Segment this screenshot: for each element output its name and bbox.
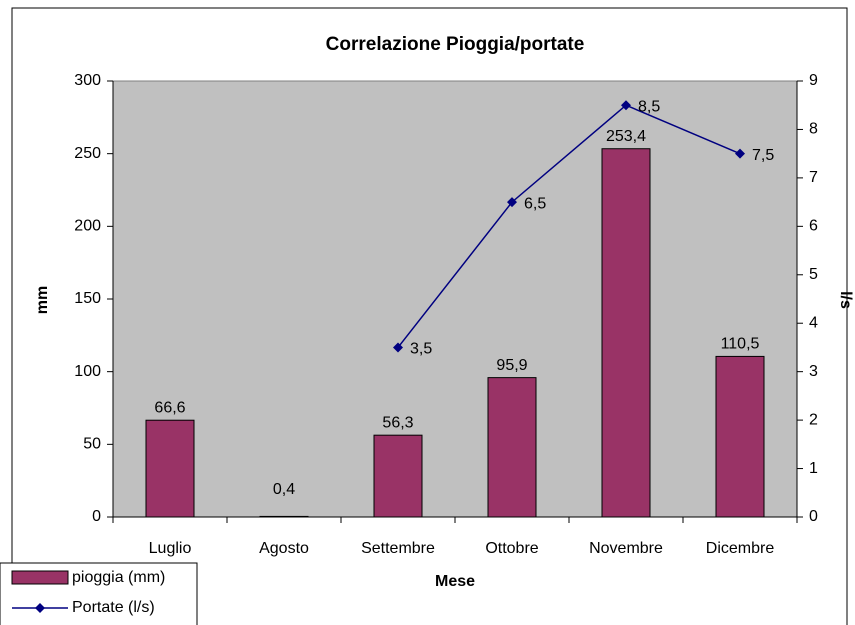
y2-axis-label: l/s xyxy=(837,291,854,309)
x-tick-label: Novembre xyxy=(589,540,663,557)
y-axis-label: mm xyxy=(34,286,51,314)
x-axis-label: Mese xyxy=(435,573,475,590)
y2-tick-label: 0 xyxy=(809,508,818,525)
bar xyxy=(373,434,423,518)
plot-area xyxy=(112,80,798,518)
y-tick-label: 0 xyxy=(92,508,101,525)
legend-label: pioggia (mm) xyxy=(72,569,165,586)
data-label: 0,4 xyxy=(273,481,295,498)
bar xyxy=(601,148,651,518)
data-label: 66,6 xyxy=(154,399,185,416)
bar xyxy=(715,355,765,518)
x-tick-label: Agosto xyxy=(259,540,309,557)
data-label: 7,5 xyxy=(752,147,774,164)
y2-tick-label: 9 xyxy=(809,72,818,89)
y2-tick-label: 6 xyxy=(809,218,818,235)
legend-swatch xyxy=(11,570,69,585)
x-tick-label: Settembre xyxy=(361,540,435,557)
line-marker xyxy=(621,100,631,111)
chart-title: Correlazione Pioggia/portate xyxy=(326,34,585,55)
y2-tick-label: 4 xyxy=(809,314,818,331)
line-marker xyxy=(393,342,403,353)
data-label: 3,5 xyxy=(410,341,432,358)
bar xyxy=(145,419,195,518)
y-tick-label: 150 xyxy=(74,290,101,307)
legend-marker xyxy=(35,603,45,613)
x-tick-label: Luglio xyxy=(149,540,192,557)
line xyxy=(397,104,741,348)
data-label: 6,5 xyxy=(524,195,546,212)
y2-tick-label: 2 xyxy=(809,411,818,428)
y-tick-label: 300 xyxy=(74,72,101,89)
x-tick-label: Ottobre xyxy=(485,540,538,557)
data-label: 8,5 xyxy=(638,98,660,115)
y2-tick-label: 3 xyxy=(809,363,818,380)
bar xyxy=(259,515,309,518)
line-marker xyxy=(507,197,517,208)
y2-tick-label: 8 xyxy=(809,121,818,138)
data-label: 253,4 xyxy=(606,128,646,145)
y2-tick-label: 1 xyxy=(809,460,818,477)
bar xyxy=(487,377,537,518)
data-label: 110,5 xyxy=(721,336,760,353)
y-tick-label: 50 xyxy=(83,436,101,453)
data-label: 95,9 xyxy=(496,357,527,374)
legend-label: Portate (l/s) xyxy=(72,599,155,616)
y-tick-label: 200 xyxy=(74,218,101,235)
y-tick-label: 250 xyxy=(74,145,101,162)
y2-tick-label: 7 xyxy=(809,169,818,186)
data-label: 56,3 xyxy=(382,414,413,431)
y2-tick-label: 5 xyxy=(809,266,818,283)
x-tick-label: Dicembre xyxy=(706,540,775,557)
line-marker xyxy=(735,148,745,159)
y-tick-label: 100 xyxy=(74,363,101,380)
